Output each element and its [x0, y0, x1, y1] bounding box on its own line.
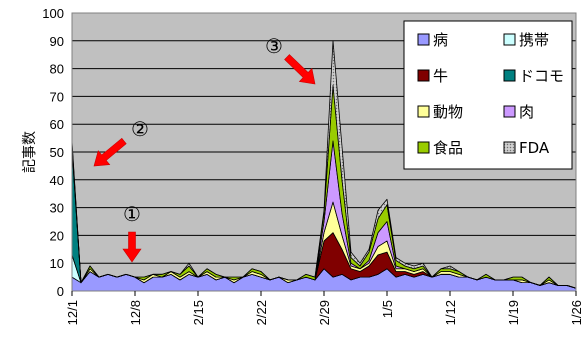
legend-swatch — [503, 69, 516, 82]
red-arrow — [122, 231, 142, 263]
legend-label: 肉 — [519, 103, 534, 121]
legend-label: 動物 — [433, 103, 463, 121]
legend-swatch — [417, 141, 430, 154]
legend-swatch — [503, 105, 516, 118]
legend-swatch — [417, 69, 430, 82]
legend-label: 病 — [433, 31, 448, 49]
y-tick-label: 70 — [50, 89, 64, 104]
y-tick-label: 100 — [42, 6, 64, 21]
y-tick-label: 80 — [50, 62, 64, 77]
y-tick-label: 90 — [50, 34, 64, 49]
legend-box — [403, 20, 573, 170]
x-tick-label: 1/26 — [569, 300, 584, 325]
red-arrow — [93, 137, 127, 167]
y-tick-label: 0 — [57, 284, 64, 299]
x-tick-label: 1/19 — [506, 300, 521, 325]
annotation-label: ③ — [265, 34, 283, 58]
legend-swatch — [417, 33, 430, 46]
x-tick-label: 1/5 — [380, 300, 395, 318]
legend-label: 食品 — [433, 139, 463, 157]
x-tick-label: 1/12 — [443, 300, 458, 325]
x-axis: 12/1 12/8 2/15 2/22 2/29 1/5 1/12 1/19 1/26 — [65, 291, 584, 325]
y-axis-label: 記事数 — [21, 131, 38, 173]
x-tick-label: 12/8 — [128, 300, 143, 325]
legend-label: 牛 — [433, 67, 448, 85]
legend-label: 携帯 — [519, 31, 549, 49]
y-tick-label: 40 — [50, 173, 64, 188]
legend-swatch — [503, 33, 516, 46]
annotation-label: ① — [123, 202, 141, 226]
legend-label: FDA — [519, 139, 550, 157]
legend-swatch — [417, 105, 430, 118]
legend-label: ドコモ — [519, 67, 564, 85]
x-tick-label: 2/15 — [191, 300, 206, 325]
y-tick-label: 30 — [50, 201, 64, 216]
y-tick-label: 50 — [50, 145, 64, 160]
area-series-7 — [71, 40, 577, 289]
y-axis: 0 10 20 30 40 50 60 70 80 90 100 — [42, 6, 64, 299]
y-tick-label: 20 — [50, 228, 64, 243]
y-tick-label: 60 — [50, 117, 64, 132]
y-tick-label: 10 — [50, 256, 64, 271]
x-tick-label: 2/29 — [317, 300, 332, 325]
x-tick-label: 2/22 — [254, 300, 269, 325]
x-tick-label: 12/1 — [65, 300, 80, 325]
annotations: ① ② ③ — [93, 34, 316, 263]
legend-swatch — [503, 141, 516, 154]
annotation-label: ② — [131, 117, 149, 141]
red-arrow — [284, 54, 316, 85]
